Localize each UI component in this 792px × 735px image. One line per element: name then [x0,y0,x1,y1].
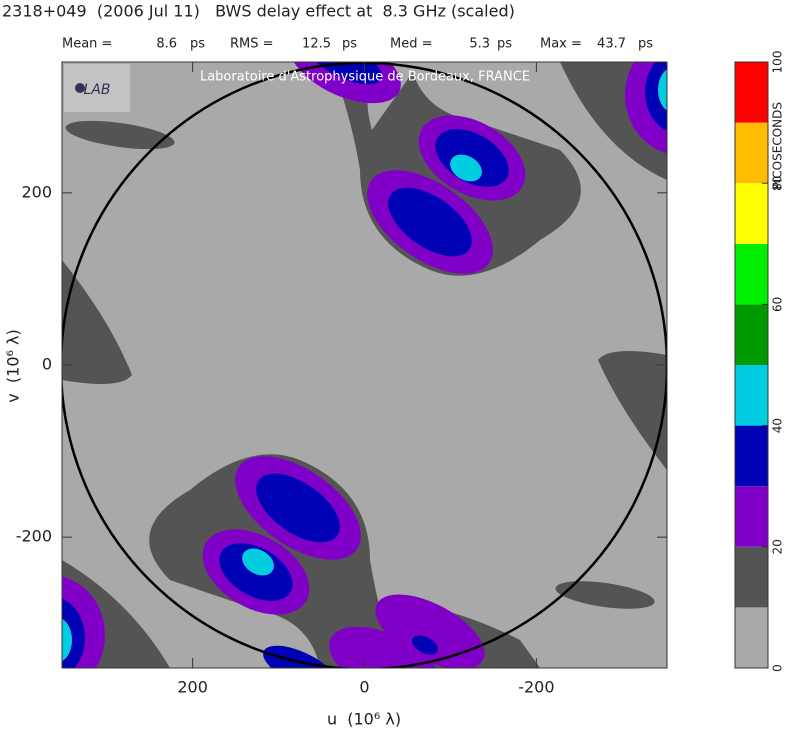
colorbar-bin [735,243,768,305]
colorbar-label: PICOSECONDS [771,102,785,189]
colorbar-bin [735,607,768,668]
colorbar-bin [735,546,768,608]
stat-value: 5.3 [469,37,490,52]
stat-unit: ps [342,37,357,52]
colorbar-bin [735,425,768,487]
x-tick-label: -200 [518,678,554,697]
stat-value: 12.5 [302,37,331,52]
colorbar-tick-label: 100 [771,51,785,74]
level-20 [62,62,667,668]
y-tick-label: 0 [42,355,52,374]
colorbar-bin [735,365,768,426]
logo: LAB [64,64,130,112]
x-tick-label: 0 [359,678,369,697]
colorbar-tick-label: 80 [771,176,785,191]
chart-title: 2318+049 (2006 Jul 11) BWS delay effect … [2,2,515,21]
y-axis-label: v (10⁶ λ) [4,329,23,402]
stat-unit: ps [497,37,512,52]
colorbar-bin [735,486,768,547]
svg-text:LAB: LAB [84,82,111,98]
stat-unit: ps [638,37,653,52]
x-tick-label: 200 [177,678,208,697]
x-axis-label: u (10⁶ λ) [327,710,401,729]
stat-label: Med = [390,37,433,52]
colorbar-frame [734,61,769,669]
y-tick-label: -200 [16,527,52,546]
annotation: Laboratoire d'Astrophysique de Bordeaux,… [200,70,530,85]
stat-label: Max = [540,37,582,52]
y-tick-label: 200 [21,182,52,201]
stat-label: RMS = [230,37,274,52]
stat-value: 8.6 [156,37,177,52]
stat-unit: ps [190,37,205,52]
stat-label: Mean = [62,37,112,52]
colorbar-bin [735,183,768,244]
colorbar-bin [735,122,768,184]
colorbar-tick-label: 60 [771,297,785,312]
colorbar-tick-label: 20 [771,539,785,554]
colorbar-tick-label: 40 [771,418,785,433]
colorbar-bin [735,62,768,123]
stats: Mean = 8.6 ps RMS = 12.5 ps Med = 5.3 ps… [62,37,653,52]
stat-value: 43.7 [597,37,626,52]
colorbar-tick-label: 0 [771,664,785,672]
colorbar-bin [735,304,768,365]
contour-map [62,62,667,668]
